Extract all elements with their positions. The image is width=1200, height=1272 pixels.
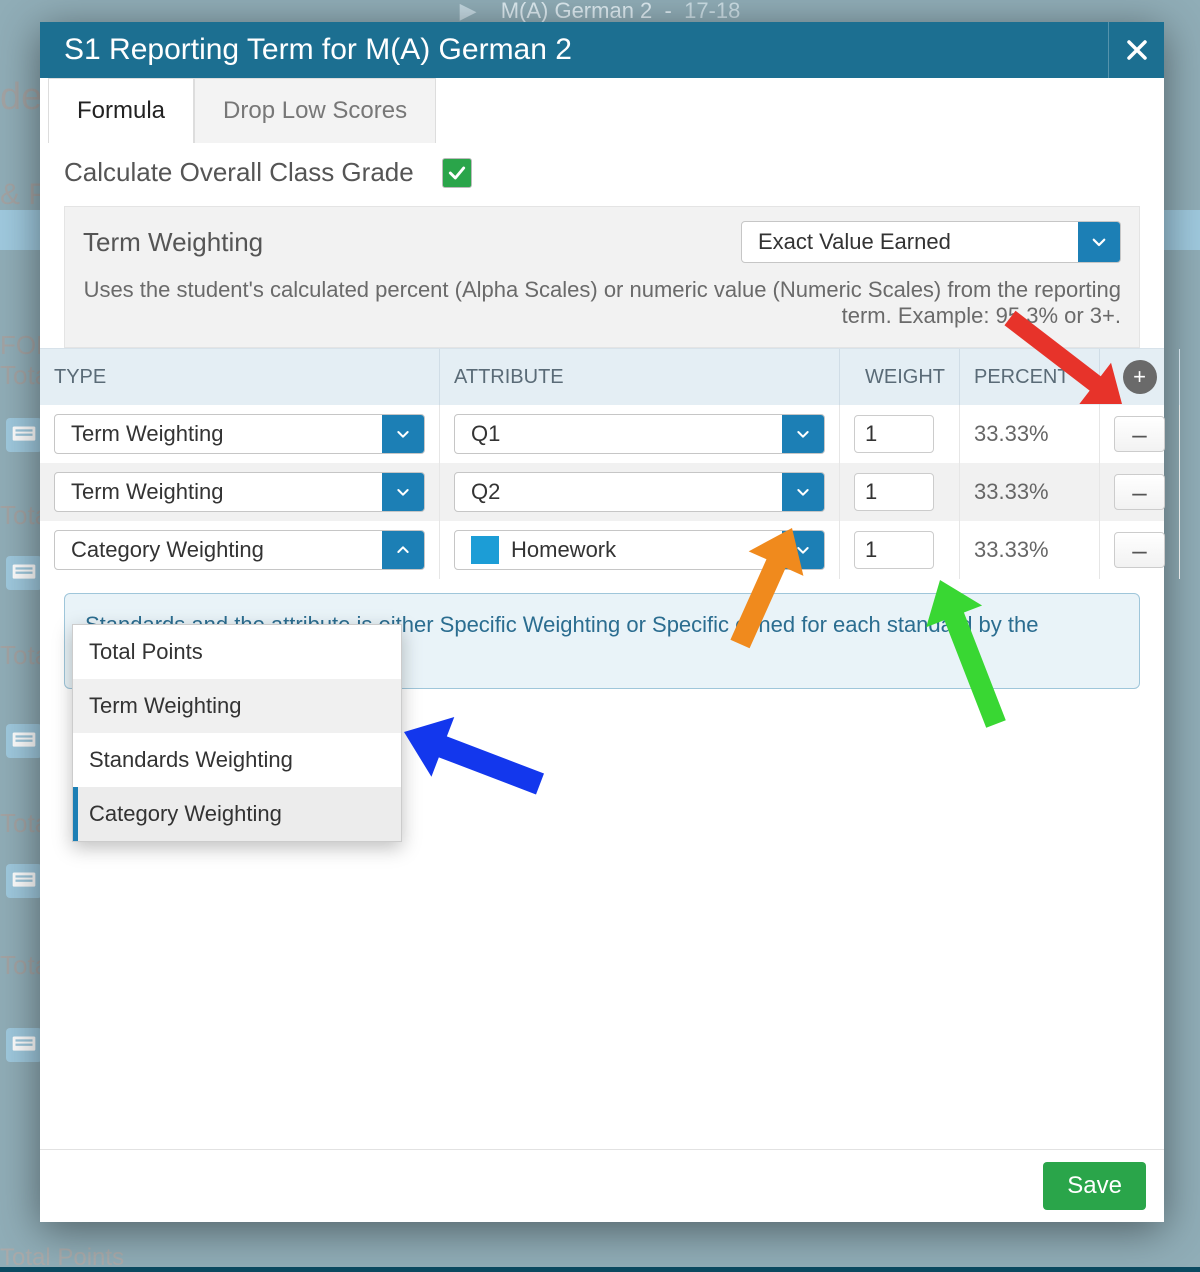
table-row: Term Weighting Q1 33.33% – bbox=[40, 405, 1164, 463]
play-icon: ▶ bbox=[460, 0, 477, 23]
chevron-down-icon bbox=[382, 415, 424, 453]
chevron-down-icon bbox=[782, 473, 824, 511]
weight-input-row3[interactable] bbox=[854, 531, 934, 569]
chevron-down-icon bbox=[782, 531, 824, 569]
modal-title: S1 Reporting Term for M(A) German 2 bbox=[64, 33, 1108, 67]
type-select-row2[interactable]: Term Weighting bbox=[54, 472, 425, 512]
modal-footer: Save bbox=[40, 1149, 1164, 1222]
dropdown-option-standards-weighting[interactable]: Standards Weighting bbox=[73, 733, 401, 787]
weight-input-row2[interactable] bbox=[854, 473, 934, 511]
type-select-row3[interactable]: Category Weighting bbox=[54, 530, 425, 570]
table-row: Category Weighting Homework 33.33% – bbox=[40, 521, 1164, 579]
reporting-term-modal: S1 Reporting Term for M(A) German 2 Form… bbox=[40, 22, 1164, 1222]
col-attribute: ATTRIBUTE bbox=[440, 349, 840, 405]
percent-row2: 33.33% bbox=[960, 463, 1100, 521]
bg-course: M(A) German 2 bbox=[501, 0, 653, 23]
comment-icon bbox=[6, 864, 42, 898]
col-add: + bbox=[1100, 349, 1180, 405]
col-percent: PERCENT bbox=[960, 349, 1100, 405]
add-row-button[interactable]: + bbox=[1123, 360, 1157, 394]
chevron-down-icon bbox=[382, 473, 424, 511]
remove-row-button[interactable]: – bbox=[1114, 416, 1165, 452]
term-weighting-select[interactable]: Exact Value Earned bbox=[741, 221, 1121, 263]
comment-icon bbox=[6, 724, 42, 758]
save-button[interactable]: Save bbox=[1043, 1162, 1146, 1210]
close-icon bbox=[1125, 38, 1149, 62]
dropdown-option-total-points[interactable]: Total Points bbox=[73, 625, 401, 679]
term-weighting-section: Term Weighting Exact Value Earned Uses t… bbox=[64, 206, 1140, 348]
bg-term: 17-18 bbox=[684, 0, 740, 23]
weight-input-row1[interactable] bbox=[854, 415, 934, 453]
col-type: TYPE bbox=[40, 349, 440, 405]
attribute-select-row2[interactable]: Q2 bbox=[454, 472, 825, 512]
modal-header: S1 Reporting Term for M(A) German 2 bbox=[40, 22, 1164, 78]
chevron-down-icon bbox=[1078, 222, 1120, 262]
type-select-row1[interactable]: Term Weighting bbox=[54, 414, 425, 454]
chevron-down-icon bbox=[782, 415, 824, 453]
col-weight: WEIGHT bbox=[840, 349, 960, 405]
table-row: Term Weighting Q2 33.33% – bbox=[40, 463, 1164, 521]
tabs: Formula Drop Low Scores bbox=[40, 78, 1164, 143]
bg-footer-total: Total Points bbox=[0, 1244, 124, 1272]
bg-text-de: de bbox=[0, 76, 42, 119]
dropdown-option-term-weighting[interactable]: Term Weighting bbox=[73, 679, 401, 733]
term-weighting-value: Exact Value Earned bbox=[742, 229, 1078, 255]
comment-icon bbox=[6, 1028, 42, 1062]
bg-top-bar: ▶ M(A) German 2 - 17-18 bbox=[0, 0, 1200, 22]
remove-row-button[interactable]: – bbox=[1114, 532, 1165, 568]
tab-formula[interactable]: Formula bbox=[48, 78, 194, 143]
table-header: TYPE ATTRIBUTE WEIGHT PERCENT + bbox=[40, 349, 1164, 405]
term-weighting-label: Term Weighting bbox=[83, 227, 741, 258]
calc-grade-checkbox[interactable] bbox=[442, 158, 472, 188]
term-weighting-help: Uses the student's calculated percent (A… bbox=[83, 277, 1121, 329]
remove-row-button[interactable]: – bbox=[1114, 474, 1165, 510]
percent-row1: 33.33% bbox=[960, 405, 1100, 463]
modal-close-button[interactable] bbox=[1108, 22, 1164, 78]
calc-grade-section: Calculate Overall Class Grade bbox=[40, 143, 1164, 202]
category-color-swatch bbox=[471, 536, 499, 564]
comment-icon bbox=[6, 556, 42, 590]
chevron-up-icon bbox=[382, 531, 424, 569]
type-dropdown-popover: Total Points Term Weighting Standards We… bbox=[72, 624, 402, 842]
weighting-table: TYPE ATTRIBUTE WEIGHT PERCENT + Term Wei… bbox=[40, 348, 1164, 579]
comment-icon bbox=[6, 418, 42, 452]
dropdown-option-category-weighting[interactable]: Category Weighting bbox=[73, 787, 401, 841]
attribute-select-row1[interactable]: Q1 bbox=[454, 414, 825, 454]
percent-row3: 33.33% bbox=[960, 521, 1100, 579]
tab-drop-low-scores[interactable]: Drop Low Scores bbox=[194, 78, 436, 143]
check-icon bbox=[447, 163, 467, 183]
calc-grade-label: Calculate Overall Class Grade bbox=[64, 157, 414, 188]
attribute-select-row3[interactable]: Homework bbox=[454, 530, 825, 570]
